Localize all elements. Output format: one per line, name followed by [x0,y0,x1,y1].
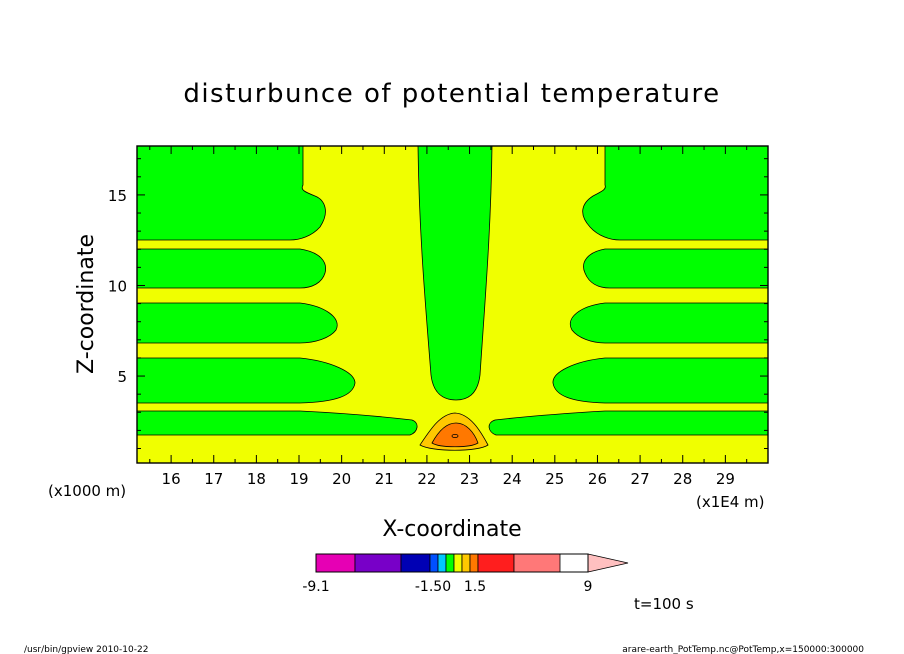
negative-region-center [417,146,493,401]
y-axis: 5 10 15 [108,158,768,450]
x-unit-right: (x1E4 m) [696,493,765,511]
plot-frame [136,145,769,464]
x-tick-label: 17 [204,470,223,488]
positive-region-inner [431,422,479,448]
colorbar-cell [461,553,471,573]
colorbar-cell [437,553,447,573]
colorbar-cell [400,553,431,573]
x-tick-label: 20 [332,470,351,488]
colorbar-cell [513,553,561,573]
colorbar-label: -1.50 [415,579,451,595]
time-label: t=100 s [634,595,694,613]
x-tick-label: 24 [503,470,522,488]
colorbar-label: 9 [584,579,593,595]
colorbar-cell [469,553,479,573]
colorbar: -9.1 -1.50 1.5 9 [302,553,629,595]
colorbar-cell [315,553,356,573]
x-tick-label: 22 [417,470,436,488]
y-tick-label: 5 [117,368,127,386]
colorbar-label: 1.5 [464,579,486,595]
chart-title: disturbunce of potential temperature [183,79,720,109]
x-tick-label: 18 [247,470,266,488]
footer-left: /usr/bin/gpview 2010-10-22 [24,645,148,654]
x-tick-label: 29 [716,470,735,488]
x-axis: 16 17 18 19 20 21 22 23 24 25 26 27 28 29 [149,146,748,488]
colorbar-cell [445,553,455,573]
plot-area: 16 17 18 19 20 21 22 23 24 25 26 27 28 29 5 10 15 [108,145,769,488]
colorbar-label: -9.1 [302,579,329,595]
colorbar-cell [354,553,402,573]
colorbar-arrow [587,553,629,573]
colorbar-cell [429,553,439,573]
x-tick-label: 26 [588,470,607,488]
positive-region-core [451,433,459,438]
colorbar-cell [453,553,463,573]
colorbar-cell [477,553,515,573]
x-axis-label: X-coordinate [382,517,521,542]
x-tick-label: 16 [162,470,181,488]
x-unit-left: (x1000 m) [48,482,126,500]
negative-region-right [488,146,768,436]
x-tick-label: 28 [673,470,692,488]
y-tick-label: 10 [108,277,127,295]
colorbar-frame [315,553,589,573]
y-axis-label: Z-coordinate [74,234,99,374]
x-tick-label: 25 [545,470,564,488]
y-tick-label: 15 [108,187,127,205]
negative-region-left [137,146,418,436]
footer-right: arare-earth_PotTemp.nc@PotTemp,x=150000:… [622,645,864,654]
x-tick-label: 27 [631,470,650,488]
x-tick-label: 23 [460,470,479,488]
x-tick-label: 21 [375,470,394,488]
x-tick-label: 19 [289,470,308,488]
